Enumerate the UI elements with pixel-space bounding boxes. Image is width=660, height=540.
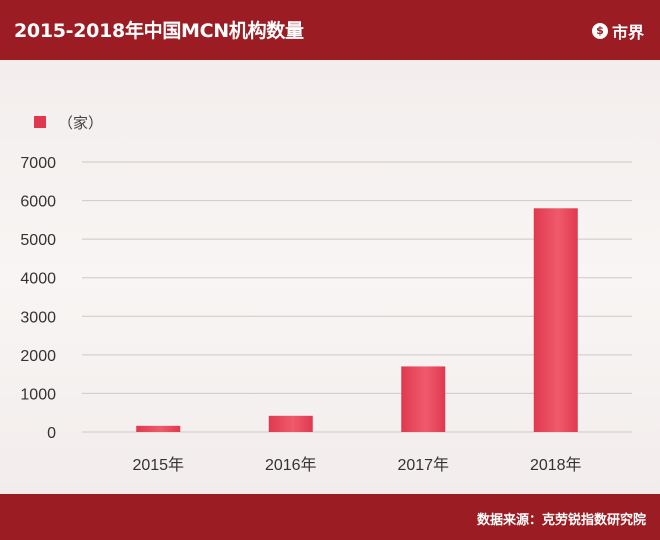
y-tick-label: 7000 <box>20 155 56 172</box>
brand-logo-icon: $ <box>591 23 608 39</box>
y-tick-label: 5000 <box>20 232 56 249</box>
x-tick-label: 2017年 <box>397 456 449 474</box>
bar <box>136 425 181 432</box>
x-tick-label: 2016年 <box>265 456 317 474</box>
data-source: 数据来源：克劳锐指数研究院 <box>476 513 646 528</box>
page-title: 2015-2018年中国MCN机构数量 <box>14 20 304 42</box>
bar <box>401 366 446 432</box>
y-tick-label: 4000 <box>20 271 56 288</box>
y-tick-label: 2000 <box>20 348 56 365</box>
y-tick-label: 0 <box>47 425 56 442</box>
header-bar: 2015-2018年中国MCN机构数量 $ 市界 <box>0 0 660 60</box>
brand-logo: $ 市界 <box>591 19 644 43</box>
legend: （家） <box>34 114 103 132</box>
y-tick-label: 3000 <box>20 309 56 326</box>
x-tick-label: 2015年 <box>132 456 184 474</box>
legend-label: （家） <box>58 114 103 132</box>
bar <box>533 208 578 432</box>
x-tick-label: 2018年 <box>530 456 582 474</box>
y-tick-label: 6000 <box>20 194 56 211</box>
bar <box>268 415 313 432</box>
legend-swatch <box>34 116 46 128</box>
x-axis-ticks: 2015年 2016年 2017年 2018年 <box>132 456 581 474</box>
brand-name: 市界 <box>611 23 644 42</box>
bars <box>136 208 578 432</box>
footer-bar: 数据来源：克劳锐指数研究院 <box>0 494 660 540</box>
y-axis-ticks: 0 1000 2000 3000 4000 5000 6000 7000 <box>20 155 56 442</box>
y-tick-label: 1000 <box>20 386 56 403</box>
